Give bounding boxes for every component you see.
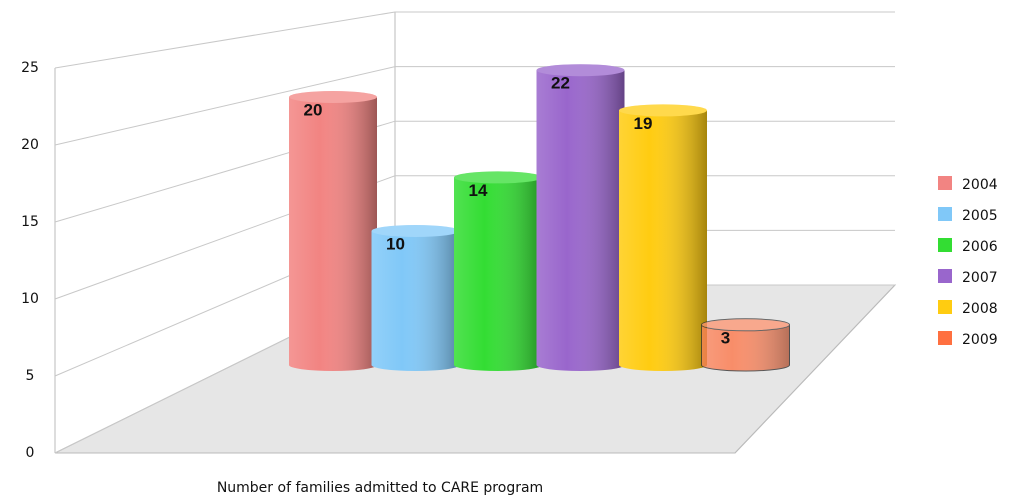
bar-shade xyxy=(289,97,377,371)
legend-swatch xyxy=(938,331,952,345)
grid-line xyxy=(54,66,895,146)
legend-swatch xyxy=(938,300,952,314)
value-label: 14 xyxy=(469,181,488,200)
bar-top xyxy=(371,225,460,237)
value-label: 19 xyxy=(634,114,653,133)
legend-swatch xyxy=(938,176,952,190)
bar-top-light xyxy=(289,91,377,103)
cylinder xyxy=(289,91,377,371)
bar-top xyxy=(701,318,790,332)
grid-line xyxy=(54,120,895,223)
bar-top xyxy=(619,104,707,117)
grid-line xyxy=(54,175,895,300)
cylinder xyxy=(701,318,790,372)
bar-top-light xyxy=(454,171,542,184)
cylinder xyxy=(454,171,542,371)
y-tick-label: 0 xyxy=(26,445,35,461)
bar-top-light xyxy=(619,104,707,117)
bar-shade xyxy=(701,324,790,371)
bar-top xyxy=(536,64,625,77)
bar-shade xyxy=(619,110,707,372)
bar-top-light xyxy=(701,318,790,331)
legend-label: 2009 xyxy=(962,332,998,348)
y-tick-label: 5 xyxy=(26,368,35,384)
legend-label: 2008 xyxy=(962,301,998,317)
legend-label: 2006 xyxy=(962,239,998,255)
bar-shade xyxy=(454,177,542,371)
bar-shade xyxy=(371,231,460,371)
bar-top-light xyxy=(371,225,460,237)
legend-swatch xyxy=(938,238,952,252)
bar-shade xyxy=(536,70,625,371)
cylinder xyxy=(619,104,707,372)
value-label: 22 xyxy=(551,74,570,93)
floor-edge xyxy=(734,284,896,454)
legend-label: 2007 xyxy=(962,270,998,286)
x-axis-label: Number of families admitted to CARE prog… xyxy=(217,480,543,496)
y-tick-label: 10 xyxy=(21,291,39,307)
value-label: 10 xyxy=(386,234,405,253)
legend-swatch xyxy=(938,207,952,221)
legend-label: 2005 xyxy=(962,208,998,224)
cylinder xyxy=(536,64,625,371)
cylinder xyxy=(371,225,460,371)
value-label: 3 xyxy=(721,328,730,347)
grid-line xyxy=(54,11,895,69)
bar-top xyxy=(454,171,542,184)
bar-top-light xyxy=(536,64,625,77)
legend-swatch xyxy=(938,269,952,283)
y-tick-label: 25 xyxy=(21,60,39,76)
value-label: 20 xyxy=(304,100,323,119)
legend-label: 2004 xyxy=(962,177,998,193)
bar-top xyxy=(289,91,377,103)
y-tick-label: 20 xyxy=(21,137,39,153)
y-tick-label: 15 xyxy=(21,214,39,230)
